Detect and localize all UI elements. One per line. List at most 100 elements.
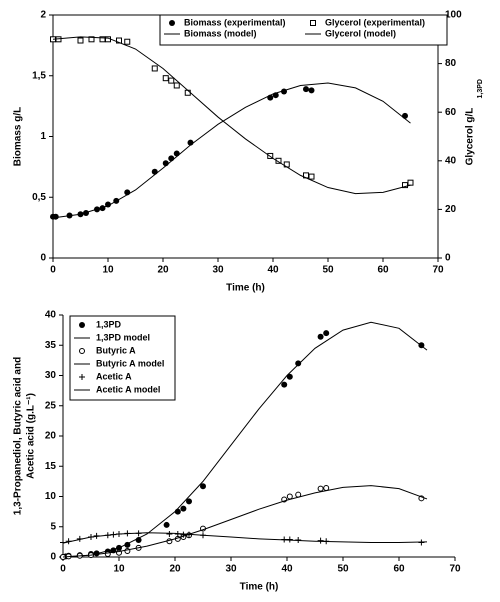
x-tick-label: 40 <box>267 265 279 276</box>
x-axis-label: Time (h) <box>240 582 279 593</box>
y2-tick-label: 20 <box>445 204 457 215</box>
point <box>407 179 414 186</box>
y-tick-label: 15 <box>45 461 57 472</box>
y2-tick-label: 0 <box>445 253 451 264</box>
model-line <box>52 82 411 219</box>
x-tick-label: 0 <box>60 564 66 575</box>
point <box>308 87 315 94</box>
legend-label: Glycerol (model) <box>325 28 396 38</box>
model-line <box>52 36 411 195</box>
point <box>286 373 293 380</box>
y-tick-label: 30 <box>45 370 57 381</box>
y2-tick-label: 40 <box>445 155 457 166</box>
legend-label: Acetic A <box>96 371 132 381</box>
y-tick-label: 0,5 <box>32 192 46 203</box>
point <box>286 536 293 543</box>
legend-label: Glycerol (experimental) <box>325 17 425 27</box>
y-tick-label: 2 <box>40 10 46 21</box>
y-tick-label: 40 <box>45 310 57 321</box>
point <box>317 537 324 544</box>
point <box>77 37 84 44</box>
legend-label: 1,3PD <box>96 319 122 329</box>
x-tick-label: 20 <box>169 564 181 575</box>
point <box>116 37 122 44</box>
point <box>173 82 180 89</box>
point <box>323 330 330 337</box>
legend-label: Acetic A model <box>96 384 160 394</box>
y-tick-label: 1,5 <box>32 70 46 81</box>
model-line <box>62 532 428 544</box>
x-tick-label: 60 <box>393 564 405 575</box>
legend-label: 1,3PD model <box>96 332 150 342</box>
point <box>295 360 302 367</box>
y-tick-label: 5 <box>50 521 56 532</box>
y2-tick-label: 80 <box>445 58 457 69</box>
point <box>151 168 158 175</box>
x-tick-label: 50 <box>322 265 334 276</box>
point <box>173 150 180 157</box>
point <box>174 508 181 515</box>
y2-axis-label: Glycerol g/L <box>465 108 476 166</box>
point <box>151 65 158 72</box>
legend-label: Biomass (model) <box>184 28 257 38</box>
x-tick-label: 50 <box>337 564 349 575</box>
model-line <box>62 321 428 558</box>
point <box>104 550 111 557</box>
point <box>180 505 187 512</box>
point <box>168 77 175 84</box>
x-tick-label: 30 <box>225 564 237 575</box>
point <box>323 485 330 492</box>
y-tick-label: 25 <box>45 400 57 411</box>
point <box>163 521 170 528</box>
point <box>124 38 131 45</box>
legend-marker <box>79 374 85 380</box>
y-tick-label: 0 <box>50 552 56 563</box>
y-axis-label: 1,3-Propanediol, Butyric acid and <box>13 357 24 515</box>
model-line <box>62 485 428 558</box>
point <box>317 485 324 492</box>
point <box>303 86 309 93</box>
legend-marker <box>169 20 175 26</box>
x-tick-label: 10 <box>102 265 114 276</box>
legend-box <box>159 14 448 46</box>
point <box>88 36 95 43</box>
legend-marker <box>79 348 85 354</box>
point <box>168 155 175 162</box>
x-axis-label: Time (h) <box>226 283 265 294</box>
x-tick-label: 70 <box>432 265 444 276</box>
point <box>186 498 192 505</box>
point <box>162 75 169 82</box>
point <box>281 381 288 388</box>
legend-marker <box>79 322 85 328</box>
y2-axis-label-sub: 1,3PD <box>477 79 484 98</box>
point <box>308 173 315 180</box>
point <box>200 483 206 490</box>
y-tick-label: 10 <box>45 491 57 502</box>
point <box>286 493 293 500</box>
x-tick-label: 70 <box>449 564 461 575</box>
x-tick-label: 20 <box>157 265 169 276</box>
y2-tick-label: 100 <box>445 10 462 21</box>
legend-marker <box>310 20 316 26</box>
x-tick-label: 30 <box>212 265 224 276</box>
x-tick-label: 40 <box>281 564 293 575</box>
x-tick-label: 60 <box>377 265 389 276</box>
y-tick-label: 1 <box>40 131 46 142</box>
x-tick-label: 0 <box>50 265 56 276</box>
y-axis-label: Biomass g/L <box>13 107 24 166</box>
point <box>184 89 191 96</box>
y-tick-label: 20 <box>45 431 57 442</box>
point <box>317 333 324 340</box>
y-tick-label: 0 <box>40 253 46 264</box>
point <box>402 112 408 119</box>
point <box>52 213 59 220</box>
legend-label: Butyric A <box>96 345 136 355</box>
point <box>166 531 173 538</box>
y2-tick-label: 60 <box>445 107 457 118</box>
legend-label: Butyric A model <box>96 358 164 368</box>
legend-box <box>69 315 176 401</box>
legend-label: Biomass (experimental) <box>184 17 286 27</box>
point <box>180 531 187 538</box>
y-tick-label: 35 <box>45 340 57 351</box>
